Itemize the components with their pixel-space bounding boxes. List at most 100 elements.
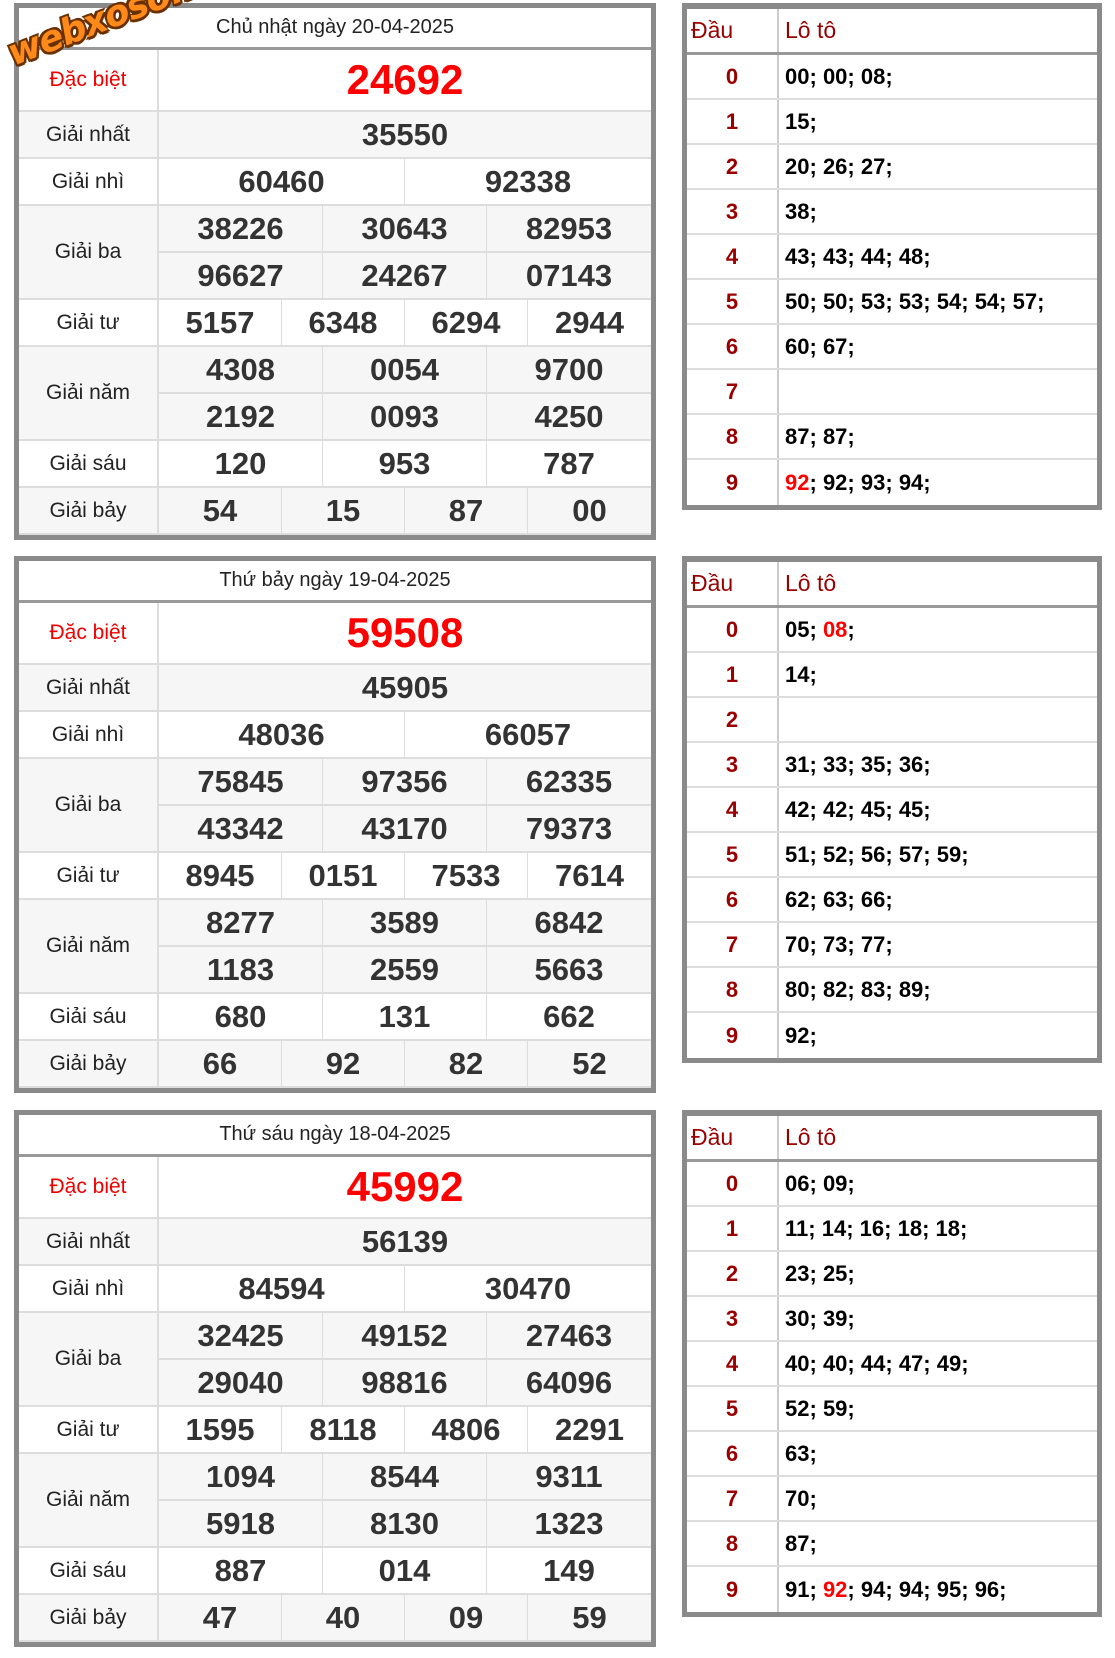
separator: ; <box>809 333 823 359</box>
prize-label-seventh: Giải bảy <box>19 1041 159 1088</box>
prize-number-fifth: 1323 <box>487 1501 651 1548</box>
separator: ; <box>809 661 817 687</box>
loto-number: 95 <box>936 1576 962 1602</box>
head-digit: 1 <box>687 100 779 143</box>
loto-table: Đầu Lô tô 0 05; 08; 1 14; 2 3 31; 33; 35; 36; 4 42… <box>682 556 1102 1063</box>
separator: ; <box>809 108 817 134</box>
head-digit: 1 <box>687 653 779 696</box>
loto-number: 82 <box>822 976 848 1002</box>
loto-row: 7 70; 73; 77; <box>687 923 1097 968</box>
loto-table: Đầu Lô tô 0 06; 09; 1 11; 14; 16; 18; 18; 2 23;… <box>682 1110 1102 1617</box>
loto-number: 52 <box>785 1395 810 1421</box>
prize-number-fifth: 4250 <box>487 394 651 441</box>
head-digit: 4 <box>687 1342 779 1385</box>
prize-number-fourth: 1595 <box>159 1407 282 1454</box>
prize-number-seventh: 59 <box>528 1595 651 1642</box>
loto-number: 70 <box>785 1485 810 1511</box>
separator: ; <box>809 1022 817 1048</box>
head-digit: 6 <box>687 1432 779 1475</box>
loto-number: 20 <box>785 153 810 179</box>
separator: ; <box>809 288 823 314</box>
loto-number: 11 <box>785 1215 809 1241</box>
prize-label-fourth: Giải tư <box>19 300 159 347</box>
prize-number-fifth: 3589 <box>323 900 487 947</box>
separator: ; <box>847 469 861 495</box>
separator: ; <box>923 243 931 269</box>
prize-number-third: 07143 <box>487 253 651 300</box>
separator: ; <box>847 423 855 449</box>
separator: ; <box>847 1170 855 1196</box>
prize-label-sixth: Giải sáu <box>19 441 159 488</box>
separator: ; <box>885 1576 899 1602</box>
loto-row: 4 43; 43; 44; 48; <box>687 235 1097 280</box>
loto-number: 63 <box>822 886 848 912</box>
head-digit: 3 <box>687 743 779 786</box>
separator: ; <box>809 423 823 449</box>
prize-number-sixth: 787 <box>487 441 651 488</box>
loto-number: 00 <box>822 63 848 89</box>
loto-number: 87 <box>785 423 810 449</box>
head-digit: 2 <box>687 1252 779 1295</box>
loto-number: 60 <box>785 333 810 359</box>
prize-number-seventh: 09 <box>405 1595 528 1642</box>
loto-number: 08 <box>860 63 886 89</box>
prize-number-fifth: 4308 <box>159 347 323 394</box>
separator: ; <box>809 1440 817 1466</box>
head-digit: 0 <box>687 608 779 651</box>
loto-row: 8 87; 87; <box>687 415 1097 460</box>
loto-row: 8 80; 82; 83; 89; <box>687 968 1097 1013</box>
separator: ; <box>923 1350 937 1376</box>
loto-row: 5 51; 52; 56; 57; 59; <box>687 833 1097 878</box>
head-digit: 8 <box>687 1522 779 1565</box>
separator: ; <box>847 796 861 822</box>
separator: ; <box>847 751 861 777</box>
loto-row: 6 63; <box>687 1432 1097 1477</box>
loto-number: 42 <box>822 796 848 822</box>
loto-numbers: 50; 50; 53; 53; 54; 54; 57; <box>779 280 1097 323</box>
loto-row: 6 60; 67; <box>687 325 1097 370</box>
loto-header-row: Đầu Lô tô <box>687 562 1097 608</box>
prize-number-third: 32425 <box>159 1313 323 1360</box>
loto-number: 09 <box>822 1170 848 1196</box>
prize-number-fifth: 5663 <box>487 947 651 994</box>
head-digit: 9 <box>687 1013 779 1058</box>
separator: ; <box>809 886 823 912</box>
separator: ; <box>885 886 893 912</box>
loto-number: 63 <box>785 1440 810 1466</box>
prize-number-sixth: 120 <box>159 441 323 488</box>
prize-label-second: Giải nhì <box>19 712 159 759</box>
loto-numbers: 31; 33; 35; 36; <box>779 743 1097 786</box>
head-digit: 3 <box>687 190 779 233</box>
prize-label-sixth: Giải sáu <box>19 994 159 1041</box>
loto-numbers: 43; 43; 44; 48; <box>779 235 1097 278</box>
prize-number-third: 64096 <box>487 1360 651 1407</box>
loto-numbers: 52; 59; <box>779 1387 1097 1430</box>
loto-number: 77 <box>860 931 886 957</box>
separator: ; <box>885 63 893 89</box>
prize-number-fourth: 8945 <box>159 853 282 900</box>
loto-row: 3 30; 39; <box>687 1297 1097 1342</box>
loto-number: 50 <box>822 288 848 314</box>
loto-numbers: 42; 42; 45; 45; <box>779 788 1097 831</box>
prize-number-seventh: 92 <box>282 1041 405 1088</box>
separator: ; <box>809 63 823 89</box>
prize-number-special: 59508 <box>159 603 651 665</box>
head-digit: 9 <box>687 1567 779 1612</box>
prize-label-third: Giải ba <box>19 206 159 300</box>
prize-number-third: 96627 <box>159 253 323 300</box>
loto-numbers: 51; 52; 56; 57; 59; <box>779 833 1097 876</box>
separator: ; <box>923 288 937 314</box>
loto-number: 43 <box>822 243 848 269</box>
loto-number: 52 <box>822 841 848 867</box>
separator: ; <box>847 63 861 89</box>
separator: ; <box>847 886 861 912</box>
prize-number-second: 66057 <box>405 712 651 759</box>
separator: ; <box>847 243 861 269</box>
prize-label-fourth: Giải tư <box>19 853 159 900</box>
loto-row: 1 14; <box>687 653 1097 698</box>
head-digit: 2 <box>687 145 779 188</box>
loto-number: 93 <box>860 469 886 495</box>
head-digit: 2 <box>687 698 779 741</box>
prize-number-second: 30470 <box>405 1266 651 1313</box>
prize-grid: Thứ bảy ngày 19-04-2025 Đặc biệt 59508 Giải… <box>19 561 651 1088</box>
